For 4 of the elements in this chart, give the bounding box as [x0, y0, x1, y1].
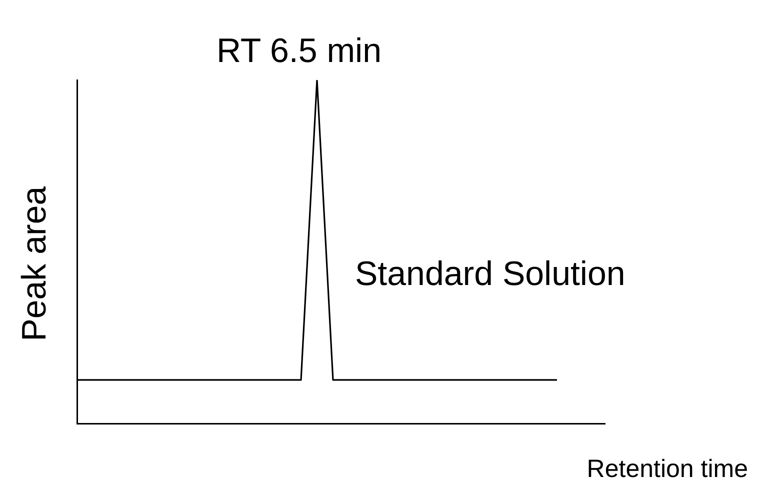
series-label: Standard Solution [355, 255, 626, 294]
x-axis-title: Retention time [586, 454, 748, 483]
chart-title: RT 6.5 min [216, 32, 382, 70]
y-axis-title: Peak area [15, 186, 54, 342]
